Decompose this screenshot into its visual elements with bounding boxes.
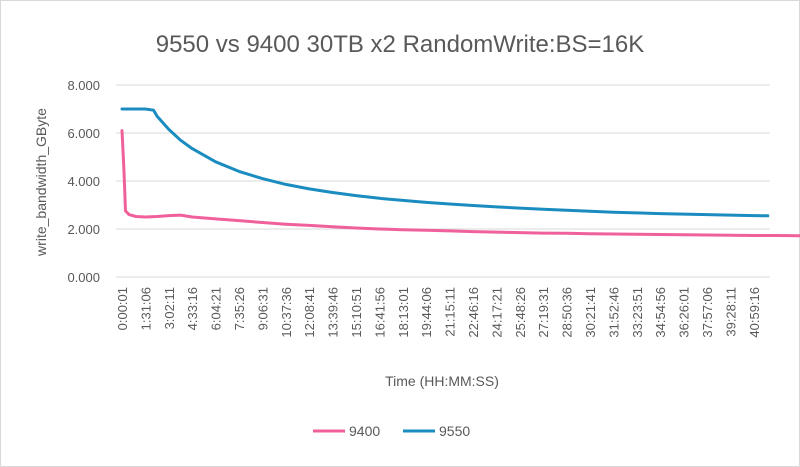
x-tick-label: 21:15:11 [443,287,458,337]
y-tick-label: 2.000 [67,222,100,237]
legend: 9400 9550 [313,423,470,439]
x-tick-label: 33:23:51 [630,287,645,338]
x-tick-label: 40:59:16 [747,287,762,338]
x-tick-label: 0:00:01 [115,287,130,330]
x-tick-label: 18:13:01 [396,287,411,338]
legend-label: 9550 [439,423,470,439]
y-tick-labels: 0.000 2.000 4.000 6.000 8.000 [67,78,100,285]
y-tick-label: 8.000 [67,78,100,93]
legend-label: 9400 [349,423,380,439]
x-tick-label: 36:26:01 [677,287,692,338]
y-axis-label: write_bandwidth_GByte [33,108,49,257]
x-tick-label: 3:02:11 [162,287,177,329]
x-tick-label: 13:39:46 [326,287,341,338]
x-tick-label: 28:50:36 [560,287,575,338]
x-tick-label: 6:04:21 [209,287,224,330]
x-axis-label: Time (HH:MM:SS) [385,373,499,389]
x-tick-label: 1:31:06 [138,287,153,330]
y-tick-label: 4.000 [67,174,100,189]
x-tick-label: 10:37:36 [279,287,294,338]
y-tick-label: 0.000 [67,270,100,285]
x-tick-label: 19:44:06 [419,287,434,338]
x-tick-label: 27:19:31 [536,287,551,338]
x-tick-label: 24:17:21 [489,287,504,338]
x-tick-label: 37:57:06 [700,287,715,338]
chart-title: 9550 vs 9400 30TB x2 RandomWrite:BS=16K [156,31,645,58]
x-tick-labels: 0:00:01 1:31:06 3:02:11 4:33:16 6:04:21 7:35:… [115,287,762,338]
series-lines [120,107,800,238]
x-tick-label: 4:33:16 [185,287,200,330]
series-line-9550 [120,107,770,218]
gridlines [116,84,770,278]
x-tick-label: 9:06:31 [255,287,270,330]
x-tick-label: 12:08:41 [302,287,317,338]
x-tick-label: 30:21:41 [583,287,598,338]
x-tick-label: 7:35:26 [232,287,247,330]
x-tick-label: 15:10:51 [349,287,364,338]
x-tick-label: 22:46:16 [466,287,481,338]
x-tick-label: 31:52:46 [606,287,621,338]
x-tick-label: 16:41:56 [372,287,387,338]
x-tick-label: 25:48:26 [513,287,528,338]
series-line-9400 [120,129,800,238]
x-tick-label: 34:54:56 [653,287,668,338]
y-tick-label: 6.000 [67,126,100,141]
x-tick-label: 39:28:11 [723,287,738,337]
